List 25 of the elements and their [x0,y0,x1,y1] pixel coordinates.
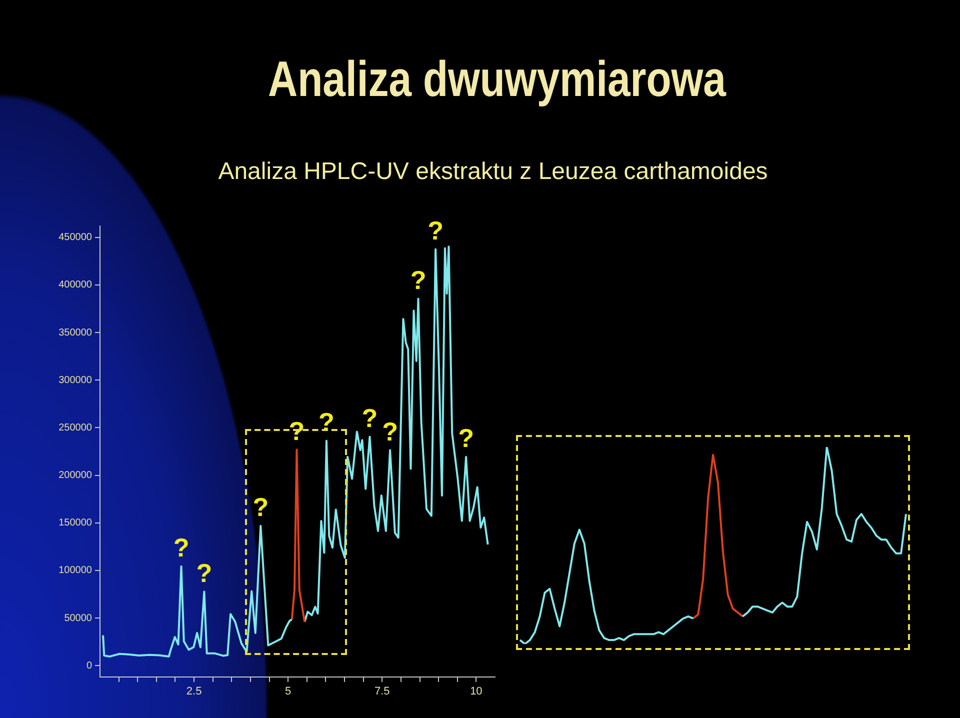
y-tick-label: 150000 [58,518,92,529]
x-tick-label: 7.5 [374,686,390,698]
annotation: ? [288,416,305,446]
y-tick-label: 450000 [58,232,92,244]
y-tick-label: 200000 [58,470,92,482]
x-tick-label: 2.5 [186,686,202,698]
annotation: ? [428,215,444,246]
y-tick-label: 400000 [58,280,92,291]
y-tick-label: 300000 [58,374,92,386]
annotation: ? [410,264,426,295]
y-tick-label: 250000 [58,422,92,434]
y-tick-label: 0 [86,660,92,672]
annotation: ? [196,558,212,588]
y-tick-label: 350000 [58,327,92,338]
x-tick-label: 10 [470,686,482,698]
chart-subtitle: Analiza HPLC-UV ekstraktu z Leuzea carthamoides [217,158,769,186]
annotation: ? [382,416,398,446]
annotation: ? [458,423,474,454]
annotation: ? [173,532,190,563]
chart-title: Analiza dwuwymiarowa [267,50,728,108]
y-tick-label: 50000 [64,612,92,624]
annotation: ? [252,492,269,522]
x-tick-label: 5 [285,686,292,698]
y-tick-label: 100000 [58,565,92,576]
annotation: ? [362,402,378,433]
